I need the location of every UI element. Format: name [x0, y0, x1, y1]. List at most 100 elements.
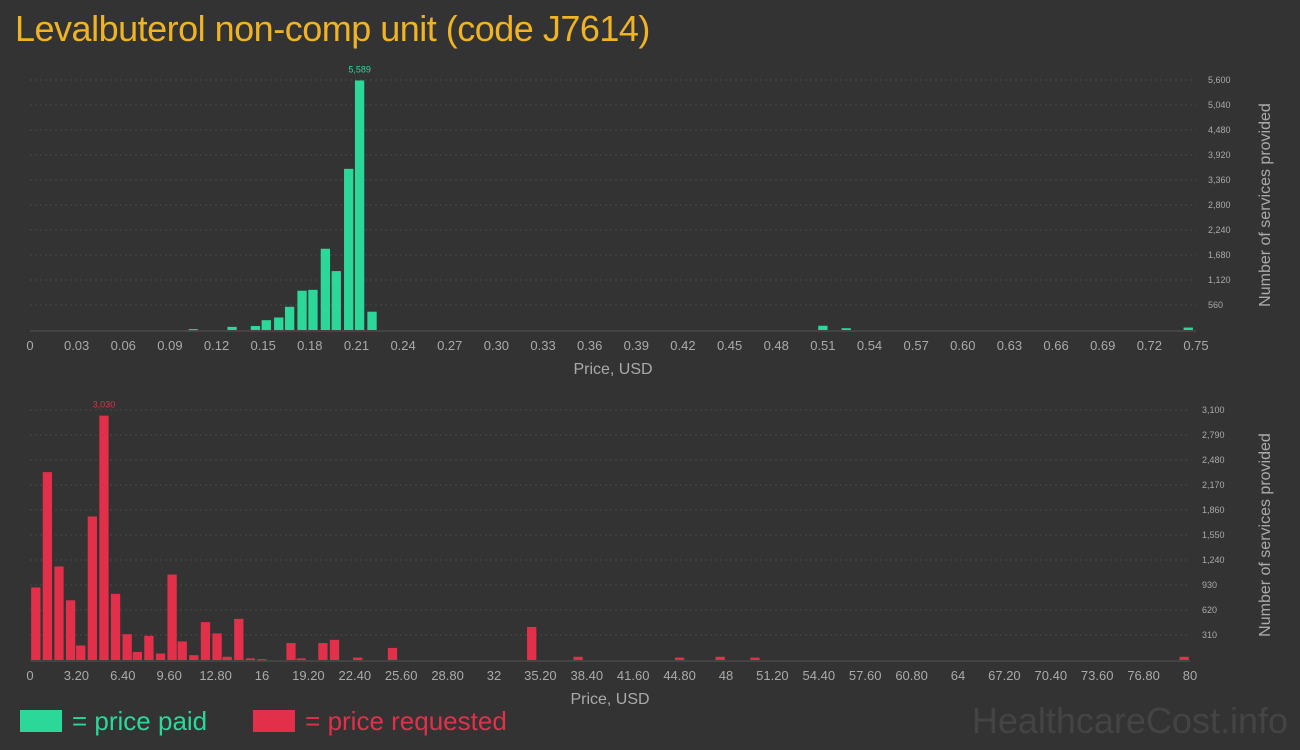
bar	[99, 415, 109, 660]
bar	[387, 647, 398, 660]
bar	[318, 643, 328, 660]
y-tick-label: 1,550	[1202, 530, 1225, 540]
x-tick-label: 22.40	[339, 668, 372, 683]
x-tick-label: 60.80	[895, 668, 928, 683]
x-tick-label: 0.57	[904, 338, 929, 353]
x-tick-label: 0.18	[297, 338, 322, 353]
y-axis-label: Number of services provided	[1257, 103, 1274, 307]
x-tick-label: 38.40	[571, 668, 604, 683]
x-tick-label: 28.80	[431, 668, 464, 683]
bar	[331, 271, 341, 330]
bar	[189, 655, 199, 660]
y-tick-label: 2,800	[1208, 200, 1231, 210]
x-tick-label: 48	[719, 668, 733, 683]
x-tick-label: 0.33	[530, 338, 555, 353]
bar	[274, 317, 284, 330]
bar	[1179, 656, 1189, 660]
bar	[250, 325, 261, 330]
x-tick-label: 51.20	[756, 668, 789, 683]
x-tick-label: 0.12	[204, 338, 229, 353]
y-tick-label: 5,040	[1208, 100, 1231, 110]
bar	[132, 651, 142, 660]
y-tick-label: 620	[1202, 605, 1217, 615]
bar	[329, 639, 340, 660]
x-axis-label: Price, USD	[573, 361, 652, 378]
bar	[308, 289, 318, 330]
bar	[42, 472, 53, 660]
bar	[144, 635, 154, 660]
legend-item-requested: = price requested	[253, 706, 507, 737]
legend-swatch-paid	[20, 710, 62, 732]
bar	[110, 593, 121, 660]
bar	[87, 516, 97, 660]
x-tick-label: 0	[26, 668, 33, 683]
y-tick-label: 4,480	[1208, 125, 1231, 135]
x-tick-label: 41.60	[617, 668, 650, 683]
y-tick-label: 1,120	[1208, 275, 1231, 285]
x-tick-label: 54.40	[803, 668, 836, 683]
y-tick-label: 2,790	[1202, 430, 1225, 440]
x-tick-label: 0.60	[950, 338, 975, 353]
x-tick-label: 6.40	[110, 668, 135, 683]
bar	[296, 658, 306, 660]
x-tick-label: 0	[26, 338, 33, 353]
bar	[200, 622, 211, 660]
bar	[155, 653, 166, 660]
x-tick-label: 0.36	[577, 338, 602, 353]
x-axis-label: Price, USD	[570, 691, 649, 708]
bar	[122, 634, 132, 660]
y-tick-label: 310	[1202, 630, 1217, 640]
bar	[257, 659, 267, 661]
x-tick-label: 9.60	[157, 668, 182, 683]
bar	[320, 248, 331, 330]
y-tick-label: 1,240	[1202, 555, 1225, 565]
bar	[573, 656, 583, 660]
bar	[286, 643, 296, 660]
x-tick-label: 0.66	[1043, 338, 1068, 353]
x-tick-label: 44.80	[663, 668, 696, 683]
x-tick-label: 73.60	[1081, 668, 1114, 683]
bar	[527, 626, 537, 660]
bar	[65, 600, 76, 660]
x-tick-label: 0.69	[1090, 338, 1115, 353]
x-tick-label: 0.63	[997, 338, 1022, 353]
x-tick-label: 0.54	[857, 338, 882, 353]
bar	[818, 325, 828, 330]
bar	[54, 566, 64, 660]
bar	[31, 587, 41, 660]
x-tick-label: 0.27	[437, 338, 462, 353]
bar	[354, 80, 365, 330]
bar	[76, 645, 86, 660]
x-tick-label: 64	[951, 668, 965, 683]
x-tick-label: 35.20	[524, 668, 557, 683]
bar	[261, 320, 271, 330]
watermark: HealthcareCost.info	[971, 700, 1288, 741]
x-tick-label: 76.80	[1127, 668, 1160, 683]
x-tick-label: 0.75	[1183, 338, 1208, 353]
x-tick-label: 0.48	[764, 338, 789, 353]
x-tick-label: 0.03	[64, 338, 89, 353]
y-axis-label: Number of services provided	[1257, 433, 1274, 637]
bar	[344, 168, 354, 330]
bar	[297, 290, 307, 330]
x-tick-label: 0.45	[717, 338, 742, 353]
y-tick-label: 1,680	[1208, 250, 1231, 260]
x-tick-label: 57.60	[849, 668, 882, 683]
bar	[674, 657, 685, 660]
y-tick-label: 5,600	[1208, 75, 1231, 85]
x-tick-label: 3.20	[64, 668, 89, 683]
bar	[245, 658, 256, 660]
y-tick-label: 3,100	[1202, 405, 1225, 415]
y-tick-label: 2,480	[1202, 455, 1225, 465]
bar	[715, 656, 725, 660]
x-tick-label: 0.51	[810, 338, 835, 353]
bar	[234, 618, 244, 660]
y-tick-label: 930	[1202, 580, 1217, 590]
x-tick-label: 0.09	[157, 338, 182, 353]
bar	[227, 326, 237, 330]
bar	[222, 656, 232, 660]
bar	[1183, 327, 1193, 330]
x-tick-label: 70.40	[1035, 668, 1068, 683]
x-tick-label: 80	[1183, 668, 1197, 683]
bar	[367, 311, 377, 330]
